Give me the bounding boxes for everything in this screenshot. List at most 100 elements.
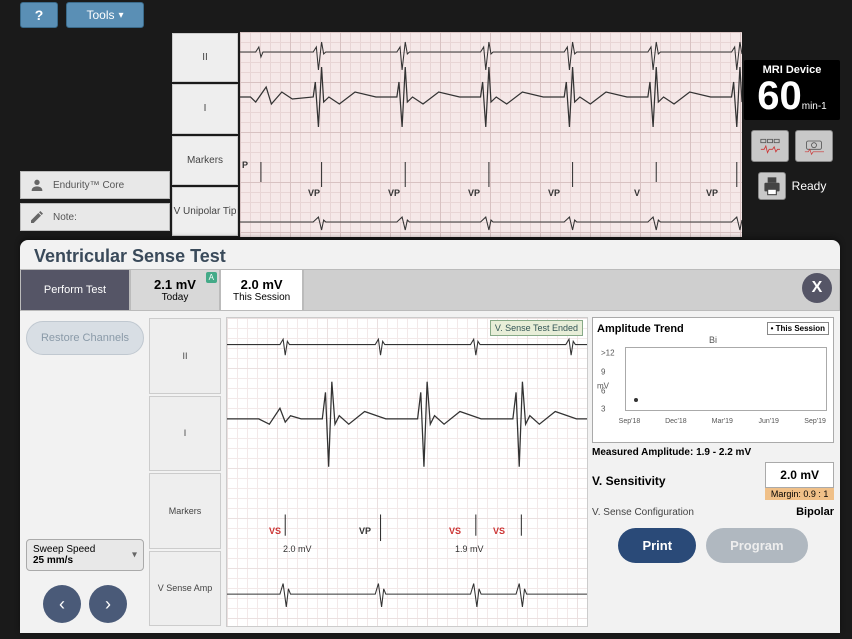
next-button[interactable]: › [89,585,127,623]
config-label: V. Sense Configuration [592,507,694,518]
amplitude-trend-box: Amplitude Trend • This Session Bi mV >12… [592,317,834,443]
marker-vp-4: VP [548,188,560,198]
sweep-speed-select[interactable]: Sweep Speed 25 mm/s ▾ [26,539,144,571]
marker-vp-5: VP [706,188,718,198]
waveform-settings-button[interactable] [751,130,789,162]
tab-perform-test[interactable]: Perform Test [20,269,130,311]
ptrack-vsenseamp[interactable]: V Sense Amp [149,551,221,627]
upper-waveform-area: P VP VP VP VP V VP [240,32,742,237]
trend-ytick-3: 3 [601,405,605,414]
prev-button[interactable]: ‹ [43,585,81,623]
marker-vs-3: VS [493,526,505,536]
sense-test-panel: Ventricular Sense Test Perform Test 2.1 … [20,240,840,633]
sweep-speed-label: Sweep Speed [33,544,137,555]
track-label-vunipolar[interactable]: V Unipolar Tip [172,187,238,236]
waveform-icon [760,136,780,156]
panel-body: Restore Channels Sweep Speed 25 mm/s ▾ ‹… [20,311,840,633]
amp-value-1: 2.0 mV [283,544,312,554]
trend-data-point [634,398,638,402]
printer-icon[interactable] [758,172,786,200]
tab-today-badge: A [206,272,217,283]
action-button-row: Print Program [592,528,834,563]
sensitivity-row: V. Sensitivity 2.0 mV Margin: 0.9 : 1 [592,462,834,500]
trend-xtick-1: Dec'18 [665,418,687,425]
config-row: V. Sense Configuration Bipolar [592,506,834,518]
panel-ecg-svg [227,318,587,626]
pencil-icon [27,207,47,227]
device-info-column: Endurity™ Core Note: [20,32,170,237]
panel-left-controls: Restore Channels Sweep Speed 25 mm/s ▾ ‹… [26,317,144,627]
print-button[interactable]: Print [618,528,696,563]
sensitivity-margin: Margin: 0.9 : 1 [765,488,834,500]
panel-tabs: Perform Test 2.1 mV Today A 2.0 mV This … [20,269,840,311]
marker-vs-2: VS [449,526,461,536]
panel-waveform-area: V. Sense Test Ended VS VP VS VS 2.0 mV 1… [226,317,588,627]
tab-this-session[interactable]: 2.0 mV This Session [220,269,303,311]
marker-vp-1: VP [308,188,320,198]
tools-label: Tools [86,8,114,22]
upper-ecg-svg [240,32,742,237]
sensitivity-value-wrap: 2.0 mV Margin: 0.9 : 1 [765,462,834,500]
tab-today-value: 2.1 mV [154,277,196,292]
top-toolbar: ? Tools [0,0,852,30]
tab-today[interactable]: 2.1 mV Today A [130,269,220,311]
camera-icon [804,136,824,156]
note-row[interactable]: Note: [20,203,170,231]
tab-session-label: This Session [233,292,290,303]
trend-subtitle: Bi [597,335,829,345]
marker-vp-2: VP [388,188,400,198]
tools-dropdown[interactable]: Tools [66,2,144,28]
chevron-down-icon: ▾ [132,550,137,561]
trend-ytick-2: 6 [601,386,605,395]
ready-status: Ready [758,172,827,200]
close-button[interactable]: X [802,273,832,303]
nav-arrow-row: ‹ › [26,585,144,623]
side-icon-row [751,130,833,162]
trend-xtick-0: Sep'18 [619,418,641,425]
mri-device-box: MRI Device 60min-1 [744,60,840,120]
config-value: Bipolar [796,506,834,518]
tabs-filler [303,269,840,311]
panel-track-labels: II I Markers V Sense Amp [148,317,222,627]
trend-ytick-1: 9 [601,367,605,376]
device-name-text: Endurity™ Core [53,180,124,191]
tab-today-label: Today [162,292,189,303]
trend-legend: • This Session [767,322,829,335]
marker-vs-1: VS [269,526,281,536]
program-button[interactable]: Program [706,528,807,563]
mri-value: 60 [757,74,802,118]
ptrack-ii[interactable]: II [149,318,221,394]
track-label-i[interactable]: I [172,84,238,133]
ready-label: Ready [792,179,827,193]
ptrack-markers[interactable]: Markers [149,473,221,549]
trend-ytick-0: >12 [601,349,615,358]
help-button[interactable]: ? [20,2,58,28]
note-label: Note: [53,212,77,223]
mri-unit: min-1 [802,101,827,112]
right-sidebar: MRI Device 60min-1 Ready [744,60,840,200]
marker-v: V [634,188,640,198]
snapshot-button[interactable] [795,130,833,162]
restore-channels-button[interactable]: Restore Channels [26,321,144,355]
track-label-ii[interactable]: II [172,33,238,82]
measured-amplitude-text: Measured Amplitude: 1.9 - 2.2 mV [592,447,834,458]
sense-test-ended-badge: V. Sense Test Ended [490,320,583,336]
live-ecg-panel: Endurity™ Core Note: II I Markers V Unip… [20,32,742,237]
sweep-speed-value: 25 mm/s [33,555,137,566]
amp-value-2: 1.9 mV [455,544,484,554]
trend-plot-area [625,347,827,411]
trend-title-row: Amplitude Trend • This Session [597,322,829,335]
person-icon [27,175,47,195]
panel-title: Ventricular Sense Test [20,240,840,269]
panel-right-column: Amplitude Trend • This Session Bi mV >12… [592,317,834,627]
sensitivity-value-box[interactable]: 2.0 mV [765,462,834,488]
track-label-markers[interactable]: Markers [172,136,238,185]
marker-vp: VP [359,526,371,536]
trend-title: Amplitude Trend [597,323,684,335]
sensitivity-label: V. Sensitivity [592,474,666,488]
marker-p: P [242,160,248,170]
trend-chart: mV >12 9 6 3 Sep'18 Dec'18 Mar'19 Jun'19… [597,347,829,425]
ptrack-i[interactable]: I [149,396,221,472]
trend-xtick-4: Sep'19 [804,418,826,425]
device-name-row[interactable]: Endurity™ Core [20,171,170,199]
